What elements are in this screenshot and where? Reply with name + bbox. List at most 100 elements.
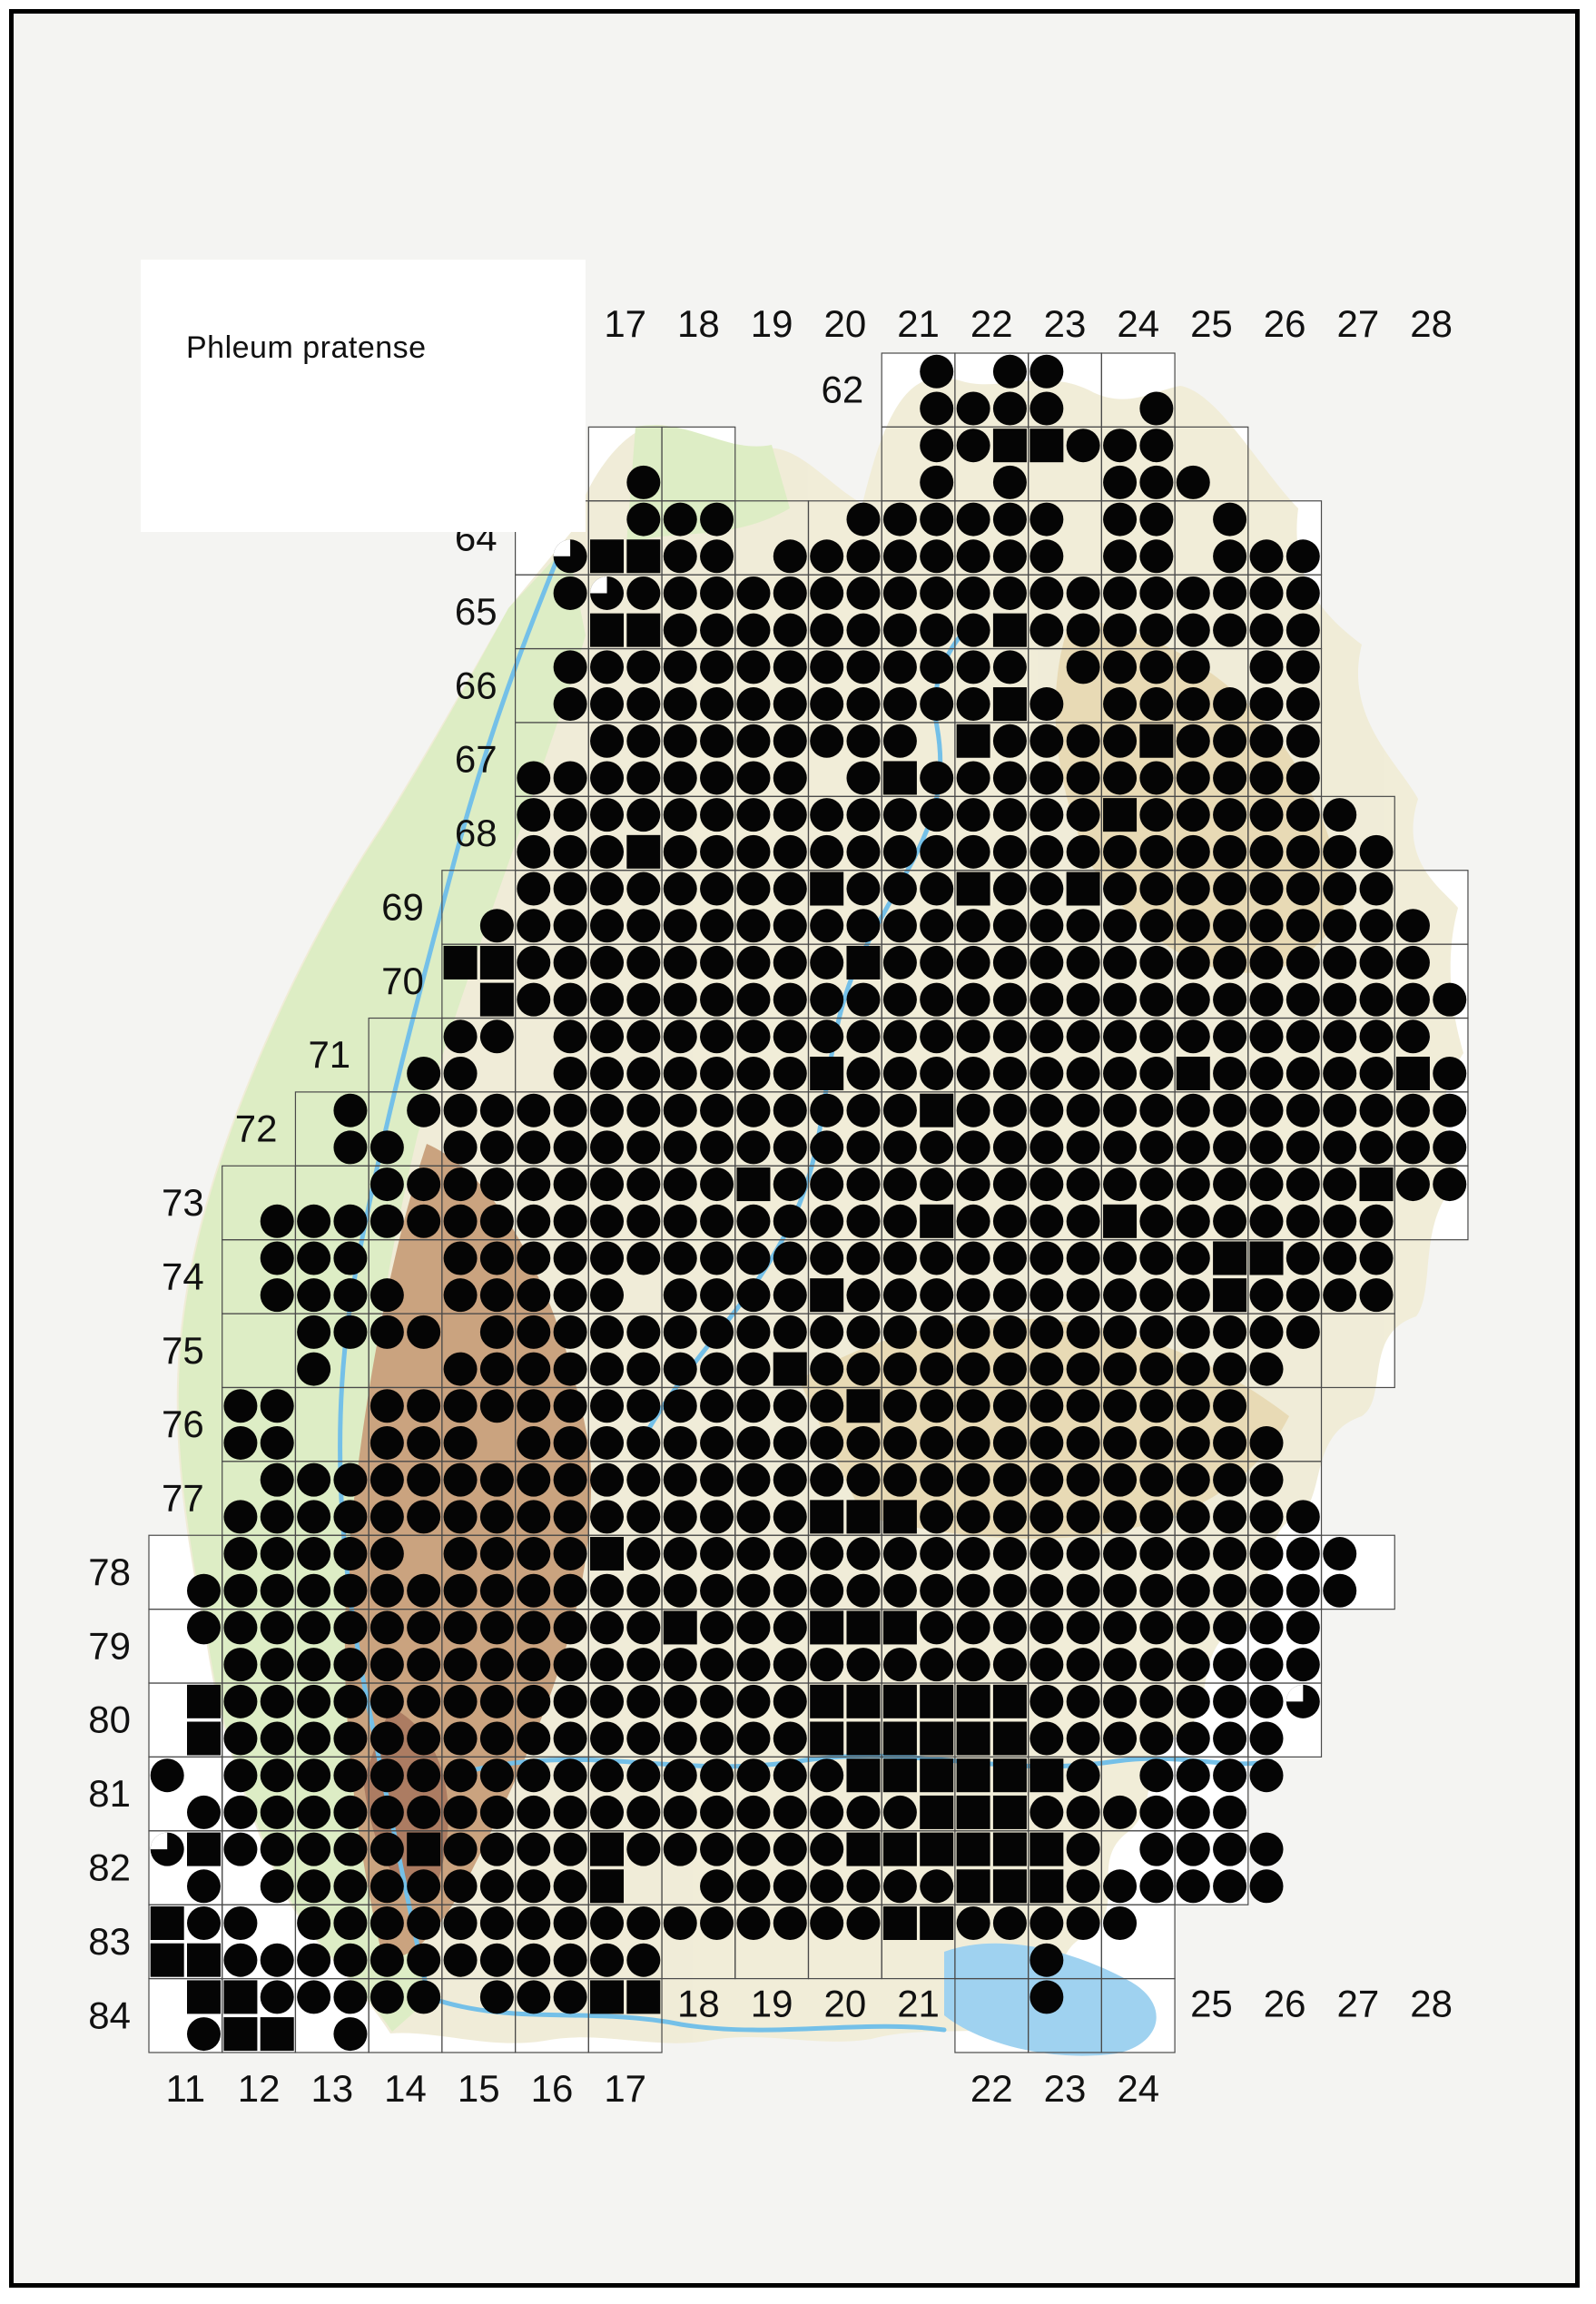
record-circle [773, 1537, 807, 1571]
record-circle [773, 576, 807, 610]
record-circle [1359, 871, 1394, 906]
record-circle [992, 391, 1027, 426]
record-square [810, 1278, 844, 1313]
record-circle [992, 834, 1027, 869]
record-circle [882, 1093, 917, 1127]
record-circle [1066, 761, 1100, 795]
record-circle [517, 1314, 551, 1349]
record-circle [1176, 1832, 1210, 1866]
record-circle [223, 1832, 258, 1866]
record-circle [882, 1314, 917, 1349]
record-circle [1176, 1425, 1210, 1460]
record-square [956, 1684, 990, 1718]
record-square [590, 539, 625, 574]
record-circle [992, 1167, 1027, 1202]
record-circle [663, 834, 697, 869]
record-circle [1249, 539, 1284, 574]
record-circle [1066, 1130, 1100, 1165]
record-circle [810, 1832, 844, 1866]
record-circle [956, 798, 990, 832]
record-circle [260, 1500, 294, 1534]
record-circle [1103, 576, 1138, 610]
record-circle [663, 1389, 697, 1423]
record-circle [1249, 650, 1284, 684]
col-label-top: 20 [823, 302, 866, 345]
record-circle [1103, 1057, 1138, 1091]
col-label-top: 17 [604, 302, 646, 345]
record-circle [553, 1869, 587, 1904]
record-circle [1395, 1167, 1430, 1202]
record-circle [810, 1019, 844, 1054]
title-box: Phleum pratense [141, 260, 586, 532]
record-circle [1103, 1130, 1138, 1165]
record-circle [479, 1167, 514, 1202]
record-square [956, 1869, 990, 1904]
record-circle [736, 945, 771, 980]
record-circle [992, 1905, 1027, 1940]
col-label-top: 22 [970, 302, 1013, 345]
record-circle [992, 1537, 1027, 1571]
record-circle [956, 909, 990, 943]
record-circle [517, 1832, 551, 1866]
record-circle [1066, 1610, 1100, 1645]
record-circle [223, 1905, 258, 1940]
record-circle [590, 761, 625, 795]
col-label-top: 25 [1190, 302, 1233, 345]
record-circle [1213, 1648, 1247, 1682]
record-circle [663, 502, 697, 537]
record-circle [626, 761, 661, 795]
record-circle [920, 428, 954, 463]
record-square [223, 1980, 258, 2014]
record-square [187, 1721, 221, 1756]
record-circle [846, 1462, 881, 1497]
record-circle [223, 1758, 258, 1793]
record-circle [1286, 1500, 1320, 1534]
record-circle [590, 1019, 625, 1054]
record-circle [223, 1943, 258, 1977]
record-circle [846, 909, 881, 943]
record-circle [956, 1425, 990, 1460]
record-circle [1213, 1795, 1247, 1829]
record-circle [663, 1462, 697, 1497]
record-circle [626, 687, 661, 722]
record-circle [920, 1500, 954, 1534]
row-label-left: 68 [455, 812, 498, 854]
record-circle [882, 1648, 917, 1682]
record-circle [1213, 1500, 1247, 1534]
record-circle [846, 650, 881, 684]
record-circle [626, 1019, 661, 1054]
record-circle [1066, 1314, 1100, 1349]
record-circle [1176, 1573, 1210, 1608]
grid-cell [1247, 1682, 1323, 1758]
record-circle [956, 1019, 990, 1054]
record-circle [1433, 1130, 1467, 1165]
record-circle [810, 724, 844, 758]
record-circle [297, 1980, 331, 2014]
record-circle [517, 1500, 551, 1534]
col-label-top: 26 [1264, 302, 1306, 345]
record-circle [1213, 1314, 1247, 1349]
record-square [992, 1869, 1027, 1904]
record-circle [736, 1389, 771, 1423]
record-circle [407, 1648, 441, 1682]
river-hochrhein [426, 1994, 947, 2033]
record-circle [260, 1869, 294, 1904]
record-circle [920, 1278, 954, 1313]
record-circle [1103, 428, 1138, 463]
record-square [1030, 1758, 1064, 1793]
record-circle [882, 1204, 917, 1238]
record-circle [260, 1610, 294, 1645]
record-circle [553, 1314, 587, 1349]
record-circle [882, 650, 917, 684]
record-circle [700, 1869, 734, 1904]
record-circle [479, 1684, 514, 1718]
record-circle [920, 1425, 954, 1460]
record-circle [663, 1721, 697, 1756]
record-circle [956, 982, 990, 1017]
record-square [626, 613, 661, 647]
record-circle [1249, 798, 1284, 832]
record-circle [700, 1057, 734, 1091]
record-circle [1139, 502, 1174, 537]
record-circle [1176, 724, 1210, 758]
record-half-circle-notch [553, 539, 571, 556]
